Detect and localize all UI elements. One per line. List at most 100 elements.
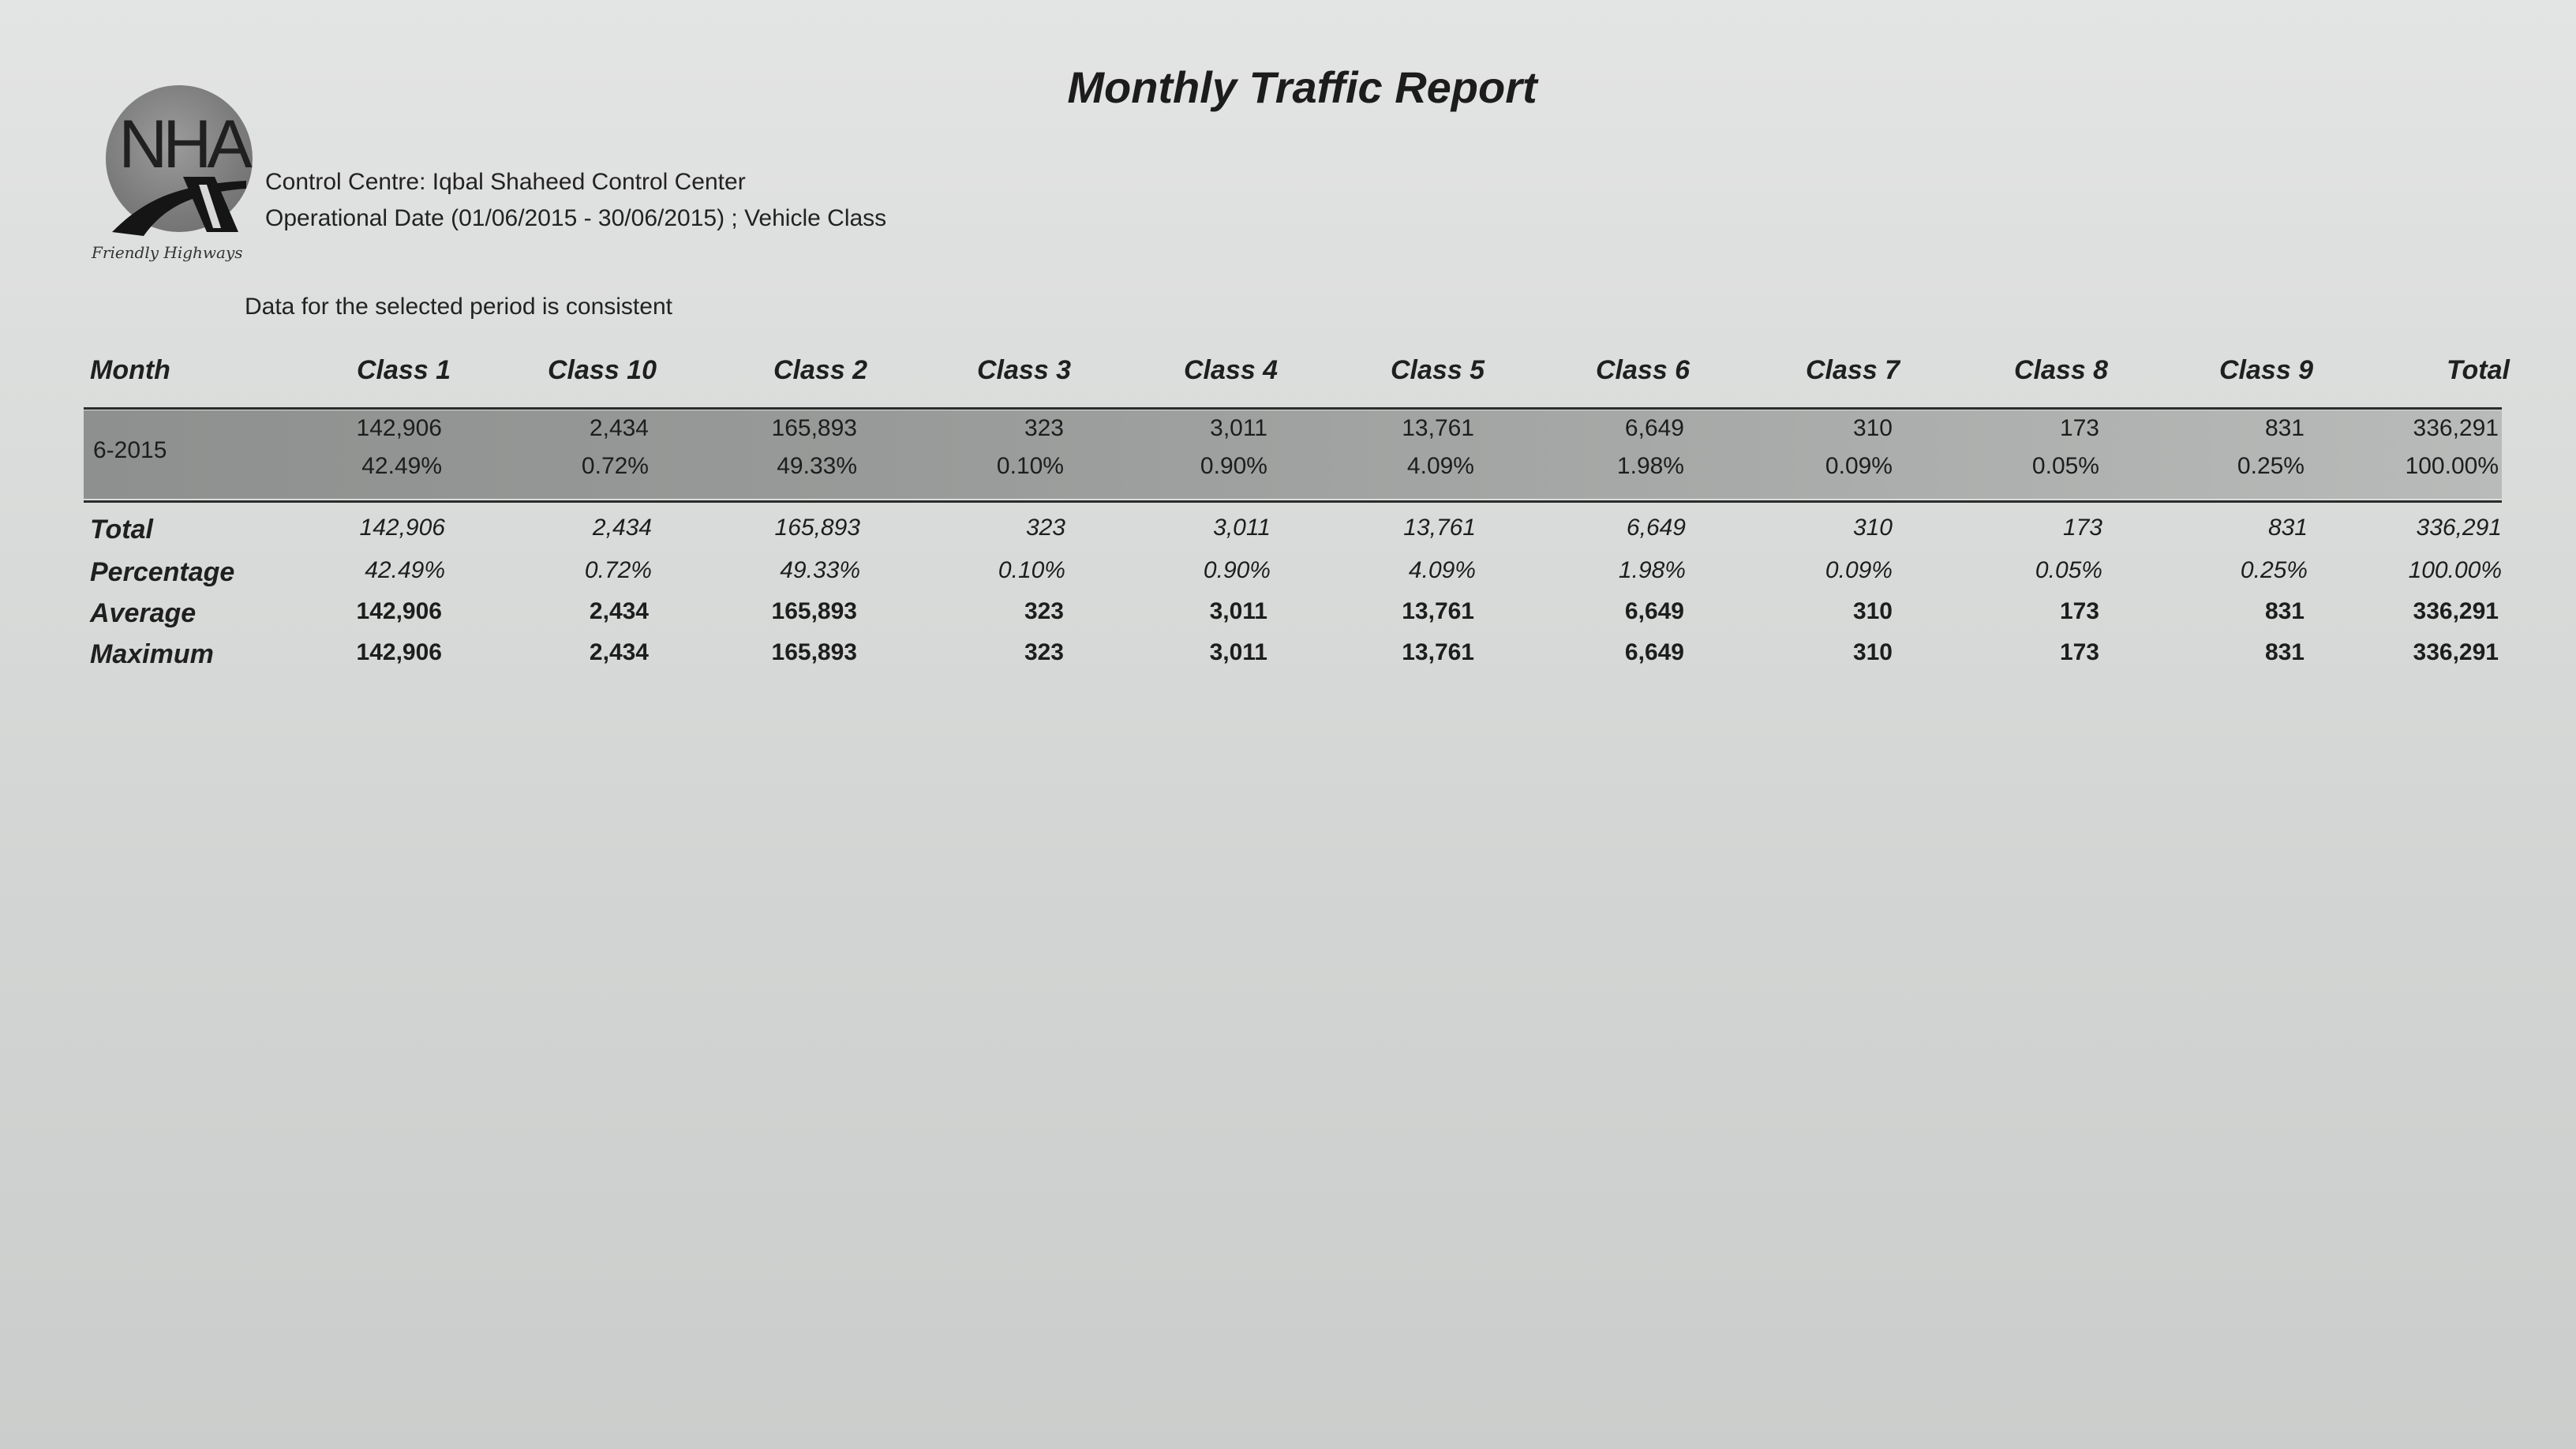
summary-cell: 173	[2059, 598, 2099, 624]
summary-cell: 6,649	[1626, 515, 1686, 541]
summary-cell: 2,434	[589, 598, 649, 624]
column-header-month: Month	[90, 355, 170, 385]
summary-cell: 142,906	[359, 515, 445, 541]
logo-disc	[106, 85, 253, 232]
control-centre-text: Control Centre: Iqbal Shaheed Control Ce…	[265, 169, 746, 195]
count-class-5: 13,761	[1402, 415, 1474, 441]
summary-cell: 49.33%	[780, 557, 860, 583]
summary-cell: 100.00%	[2408, 557, 2502, 583]
pct-total: 100.00%	[2405, 453, 2499, 479]
column-header-class-8: Class 8	[2014, 355, 2109, 385]
summary-cell: 13,761	[1402, 639, 1474, 665]
summary-cell: 6,649	[1624, 598, 1684, 624]
column-header-class-2: Class 2	[773, 355, 868, 385]
operational-date-text: Operational Date (01/06/2015 - 30/06/201…	[265, 205, 887, 231]
summary-cell: 831	[2267, 515, 2308, 541]
summary-cell: 831	[2264, 639, 2305, 665]
summary-cell: 336,291	[2413, 639, 2499, 665]
pct-class-7: 0.09%	[1825, 453, 1893, 479]
column-header-class-4: Class 4	[1184, 355, 1279, 385]
count-total: 336,291	[2413, 415, 2499, 441]
summary-cell: 173	[2062, 515, 2102, 541]
summary-cell: 0.10%	[998, 557, 1065, 583]
column-header-class-6: Class 6	[1596, 355, 1690, 385]
month-row-band	[84, 410, 2502, 499]
table-row-counts: 142,906 2,434 165,893 323 3,011 13,761 6…	[0, 415, 2576, 447]
summary-cell: 323	[1025, 515, 1065, 541]
summary-row-total: Total 142,906 2,434 165,893 323 3,011 13…	[0, 515, 2576, 549]
page-title: Monthly Traffic Report	[1067, 62, 1537, 112]
logo-tagline: Friendly Highways	[92, 243, 243, 262]
count-class-9: 831	[2264, 415, 2305, 441]
column-header-class-7: Class 7	[1806, 355, 1900, 385]
summary-cell: 142,906	[356, 639, 442, 665]
summary-cell: 336,291	[2416, 515, 2502, 541]
summary-cell: 165,893	[771, 639, 857, 665]
summary-label: Percentage	[90, 557, 235, 587]
column-header-class-5: Class 5	[1391, 355, 1485, 385]
summary-cell: 323	[1024, 598, 1064, 624]
summary-row-average: Average 142,906 2,434 165,893 323 3,011 …	[0, 598, 2576, 633]
logo-text: NHA	[118, 107, 253, 182]
summary-cell: 165,893	[774, 515, 860, 541]
summary-row-maximum: Maximum 142,906 2,434 165,893 323 3,011 …	[0, 639, 2576, 674]
summary-cell: 0.05%	[2035, 557, 2102, 583]
pct-class-3: 0.10%	[996, 453, 1064, 479]
summary-cell: 142,906	[356, 598, 442, 624]
table-row-percentages: 42.49% 0.72% 49.33% 0.10% 0.90% 4.09% 1.…	[0, 453, 2576, 485]
summary-cell: 1.98%	[1618, 557, 1686, 583]
summary-cell: 0.25%	[2240, 557, 2308, 583]
pct-class-6: 1.98%	[1616, 453, 1684, 479]
summary-cell: 6,649	[1624, 639, 1684, 665]
count-class-2: 165,893	[771, 415, 857, 441]
summary-cell: 3,011	[1213, 515, 1271, 541]
summary-cell: 13,761	[1403, 515, 1476, 541]
summary-cell: 173	[2059, 639, 2099, 665]
pct-class-4: 0.90%	[1200, 453, 1267, 479]
count-class-4: 3,011	[1210, 415, 1267, 441]
pct-class-2: 49.33%	[777, 453, 857, 479]
consistency-note: Data for the selected period is consiste…	[245, 294, 672, 320]
column-header-class-3: Class 3	[977, 355, 1072, 385]
count-class-6: 6,649	[1624, 415, 1684, 441]
pct-class-1: 42.49%	[361, 453, 442, 479]
summary-label: Total	[90, 515, 153, 545]
summary-cell: 831	[2264, 598, 2305, 624]
summary-cell: 4.09%	[1408, 557, 1476, 583]
month-cell: 6-2015	[93, 437, 167, 463]
header-rule	[84, 407, 2502, 410]
pct-class-10: 0.72%	[581, 453, 649, 479]
pct-class-5: 4.09%	[1406, 453, 1474, 479]
summary-label: Average	[90, 598, 197, 628]
column-header-class-9: Class 9	[2219, 355, 2314, 385]
pct-class-9: 0.25%	[2237, 453, 2305, 479]
summary-cell: 336,291	[2413, 598, 2499, 624]
count-class-8: 173	[2059, 415, 2099, 441]
summary-cell: 310	[1852, 639, 1893, 665]
count-class-7: 310	[1852, 415, 1893, 441]
count-class-3: 323	[1024, 415, 1064, 441]
summary-cell: 310	[1852, 598, 1893, 624]
summary-cell: 165,893	[771, 598, 857, 624]
count-class-1: 142,906	[356, 415, 442, 441]
summary-cell: 3,011	[1209, 639, 1267, 665]
summary-cell: 2,434	[592, 515, 652, 541]
column-header-class-1: Class 1	[357, 355, 451, 385]
table-header: Month Class 1 Class 10 Class 2 Class 3 C…	[0, 355, 2576, 395]
pct-class-8: 0.05%	[2031, 453, 2099, 479]
summary-row-percentage: Percentage 42.49% 0.72% 49.33% 0.10% 0.9…	[0, 557, 2576, 592]
summary-cell: 0.09%	[1825, 557, 1893, 583]
column-header-total: Total	[2447, 355, 2510, 385]
summary-cell: 2,434	[589, 639, 649, 665]
column-header-class-10: Class 10	[548, 355, 657, 385]
summary-cell: 310	[1852, 515, 1893, 541]
summary-cell: 42.49%	[365, 557, 445, 583]
road-icon	[112, 177, 246, 236]
summary-cell: 0.72%	[584, 557, 652, 583]
summary-cell: 323	[1024, 639, 1064, 665]
summary-cell: 0.90%	[1203, 557, 1271, 583]
summary-label: Maximum	[90, 639, 214, 669]
count-class-10: 2,434	[589, 415, 649, 441]
nha-logo: NHA Friendly Highways	[88, 82, 262, 264]
